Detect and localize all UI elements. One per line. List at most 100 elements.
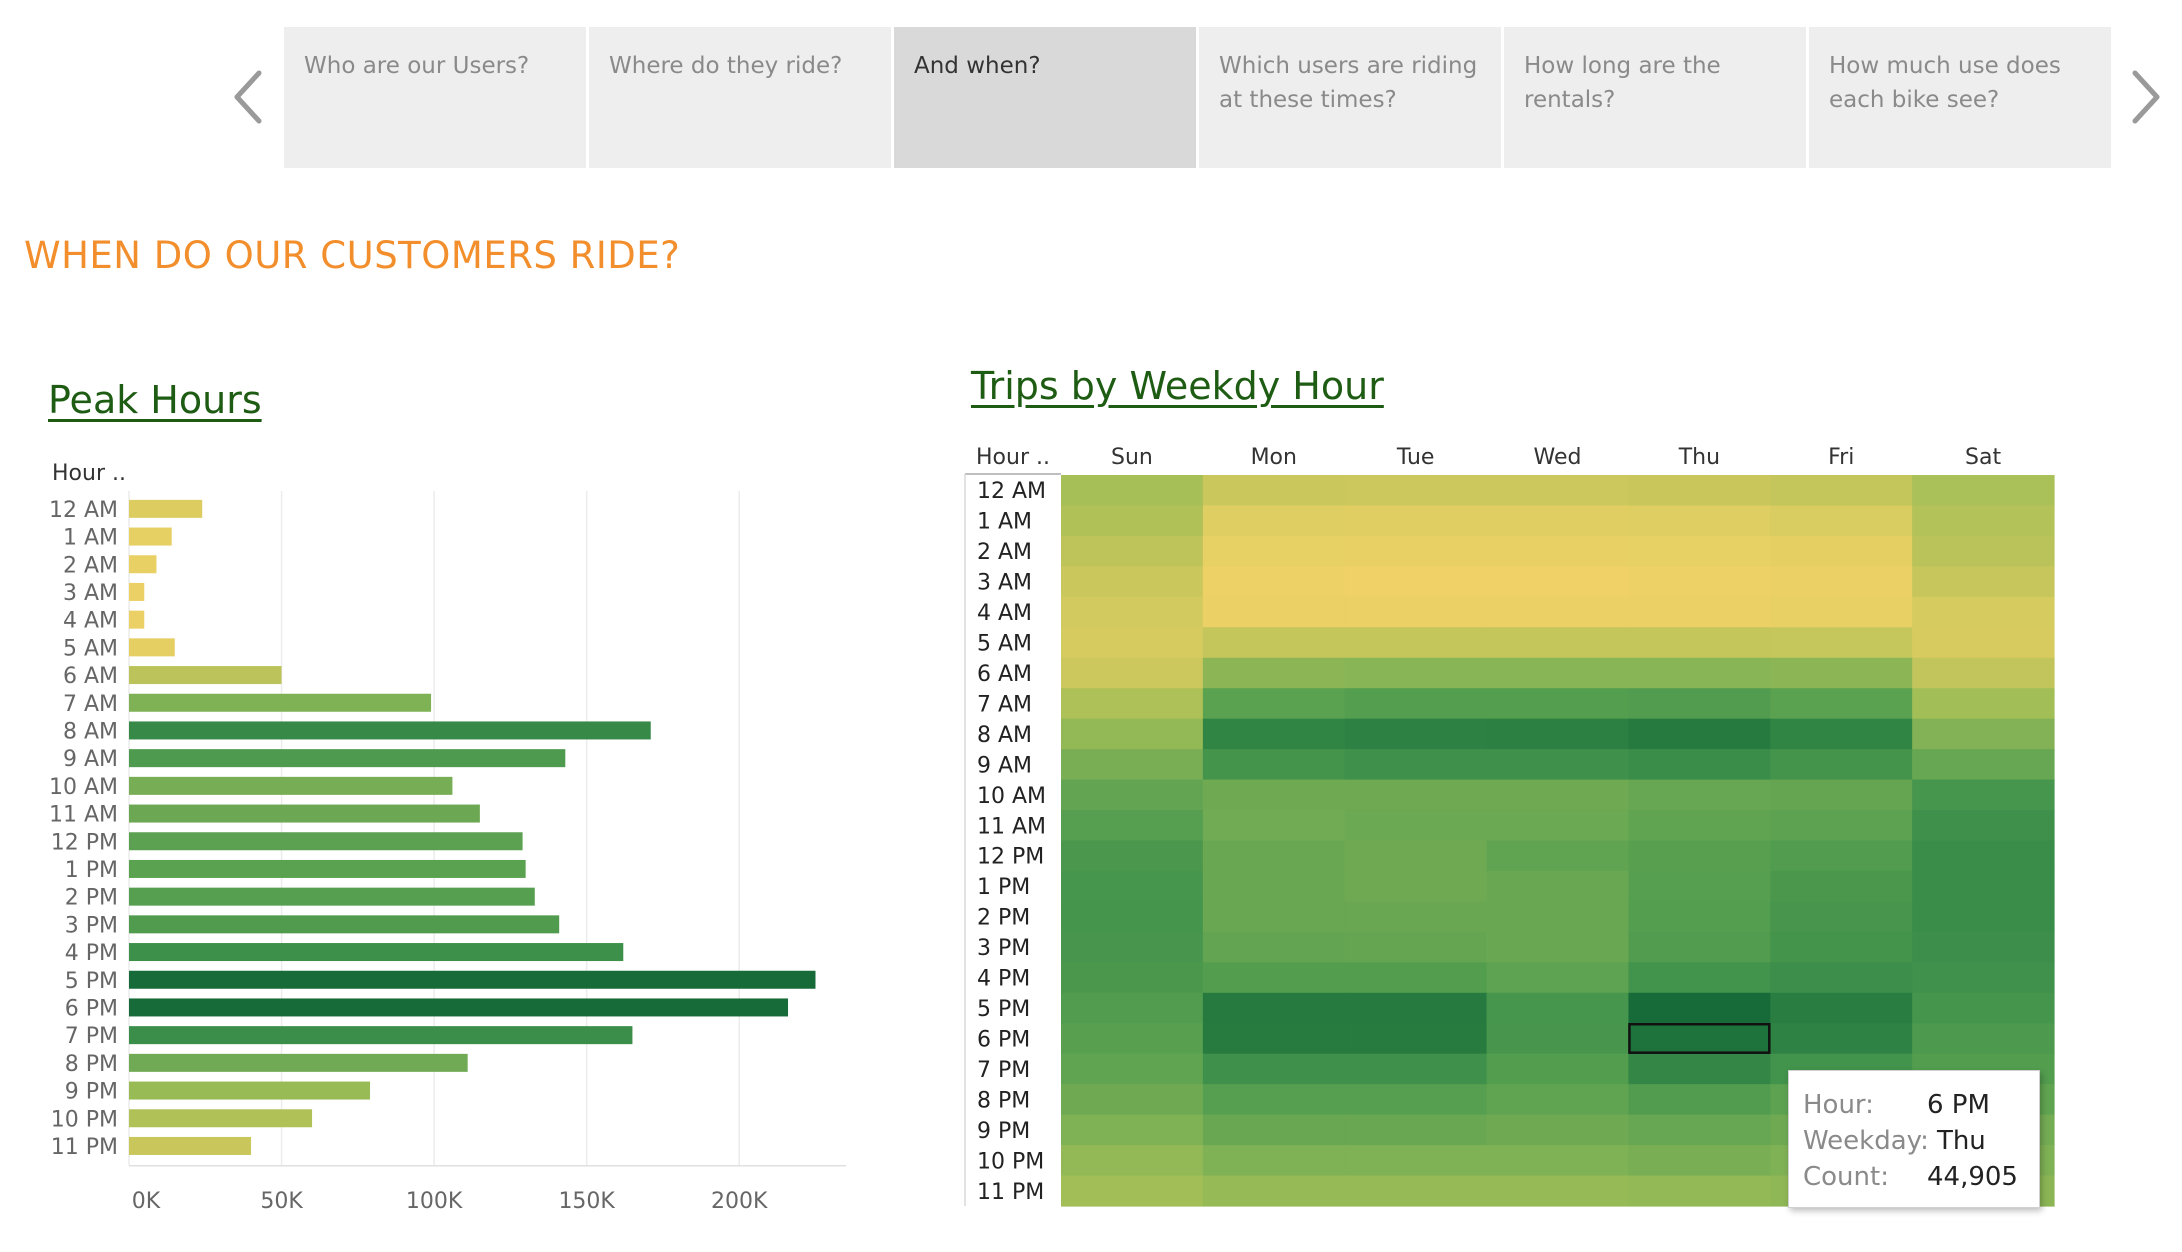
heatmap-cell[interactable] [1202,992,1346,1024]
heatmap-cell[interactable] [1770,535,1913,567]
heatmap-cell[interactable] [1770,627,1913,659]
heatmap-cell[interactable] [1770,931,1913,963]
heatmap-cell[interactable] [1202,1023,1346,1055]
heatmap-cell[interactable] [1486,749,1630,781]
heatmap-cell[interactable] [1486,1084,1630,1116]
heatmap-cell[interactable] [1344,1175,1488,1207]
heatmap-cell[interactable] [1628,1175,1771,1207]
story-point-which-users[interactable]: Which users are riding at these times? [1199,27,1501,168]
bar[interactable] [129,832,523,851]
bar[interactable] [129,776,453,795]
heatmap-cell[interactable] [1486,535,1630,567]
heatmap-cell[interactable] [1344,475,1488,507]
heatmap-cell[interactable] [1061,1053,1204,1085]
heatmap-cell[interactable] [1628,992,1771,1024]
heatmap-cell[interactable] [1202,505,1346,537]
heatmap-cell[interactable] [1061,1084,1204,1116]
heatmap-cell[interactable] [1061,1114,1204,1146]
bar[interactable] [129,499,203,518]
heatmap-cell[interactable] [1344,535,1488,567]
heatmap-cell[interactable] [1344,931,1488,963]
heatmap-cell[interactable] [1344,1084,1488,1116]
heatmap-cell[interactable] [1344,1145,1488,1177]
heatmap-cell[interactable] [1912,688,2055,720]
heatmap-cell[interactable] [1202,931,1346,963]
heatmap-cell[interactable] [1628,718,1771,750]
heatmap-cell[interactable] [1202,566,1346,598]
heatmap-cell[interactable] [1202,475,1346,507]
heatmap-cell[interactable] [1061,1145,1204,1177]
heatmap-cell[interactable] [1344,1023,1488,1055]
heatmap-cell[interactable] [1912,505,2055,537]
bar[interactable] [129,1109,313,1128]
heatmap-cell[interactable] [1061,901,1204,933]
bar[interactable] [129,1026,633,1045]
heatmap-cell[interactable] [1628,1145,1771,1177]
heatmap-cell[interactable] [1061,749,1204,781]
heatmap-cell[interactable] [1912,566,2055,598]
bar[interactable] [129,970,816,989]
heatmap-cell[interactable] [1344,657,1488,689]
heatmap-cell[interactable] [1770,840,1913,872]
heatmap-cell[interactable] [1486,1023,1630,1055]
heatmap-cell[interactable] [1628,535,1771,567]
story-prev-button[interactable] [218,62,278,132]
bar[interactable] [129,804,480,823]
heatmap-cell[interactable] [1628,810,1771,842]
heatmap-cell[interactable] [1202,1053,1346,1085]
heatmap-cell[interactable] [1061,962,1204,994]
heatmap-cell[interactable] [1344,1053,1488,1085]
heatmap-cell[interactable] [1770,962,1913,994]
heatmap-cell[interactable] [1202,718,1346,750]
heatmap-cell[interactable] [1912,657,2055,689]
heatmap-cell[interactable] [1628,901,1771,933]
heatmap-cell[interactable] [1202,596,1346,628]
bar[interactable] [129,915,560,934]
heatmap-cell[interactable] [1061,627,1204,659]
heatmap-cell[interactable] [1628,1053,1771,1085]
heatmap-cell[interactable] [1912,870,2055,903]
bar[interactable] [129,1053,468,1072]
heatmap-cell[interactable] [1912,840,2055,872]
heatmap-cell[interactable] [1202,779,1346,811]
heatmap-cell[interactable] [1628,931,1771,963]
heatmap-cell[interactable] [1486,627,1630,659]
bar[interactable] [129,749,566,768]
heatmap-cell[interactable] [1628,627,1771,659]
heatmap-cell[interactable] [1202,1084,1346,1116]
heatmap-cell[interactable] [1344,566,1488,598]
heatmap-cell[interactable] [1344,627,1488,659]
bar[interactable] [129,1081,371,1100]
heatmap-cell[interactable] [1202,901,1346,933]
heatmap-cell[interactable] [1628,688,1771,720]
heatmap-cell[interactable] [1628,505,1771,537]
heatmap-cell[interactable] [1912,810,2055,842]
heatmap-cell[interactable] [1344,779,1488,811]
heatmap-cell[interactable] [1912,901,2055,933]
heatmap-cell[interactable] [1202,657,1346,689]
heatmap-cell[interactable] [1486,1053,1630,1085]
heatmap-cell[interactable] [1486,901,1630,933]
heatmap-cell[interactable] [1344,992,1488,1024]
heatmap-cell[interactable] [1628,779,1771,811]
heatmap-cell[interactable] [1486,962,1630,994]
bar[interactable] [129,638,175,657]
heatmap-cell[interactable] [1628,870,1771,903]
bar[interactable] [129,998,789,1017]
heatmap-cell[interactable] [1344,1114,1488,1146]
heatmap-cell[interactable] [1628,1084,1771,1116]
heatmap-cell[interactable] [1770,749,1913,781]
heatmap-cell[interactable] [1628,962,1771,994]
heatmap-cell[interactable] [1628,1023,1771,1055]
heatmap-cell[interactable] [1770,688,1913,720]
heatmap-cell[interactable] [1061,779,1204,811]
heatmap-cell[interactable] [1628,475,1771,507]
heatmap-cell[interactable] [1344,688,1488,720]
heatmap-cell[interactable] [1202,1114,1346,1146]
heatmap-cell[interactable] [1486,505,1630,537]
heatmap-title[interactable]: Trips by Weekdy Hour [971,364,1384,408]
heatmap-cell[interactable] [1770,779,1913,811]
heatmap-cell[interactable] [1770,992,1913,1024]
heatmap-cell[interactable] [1061,1023,1204,1055]
heatmap-cell[interactable] [1061,840,1204,872]
